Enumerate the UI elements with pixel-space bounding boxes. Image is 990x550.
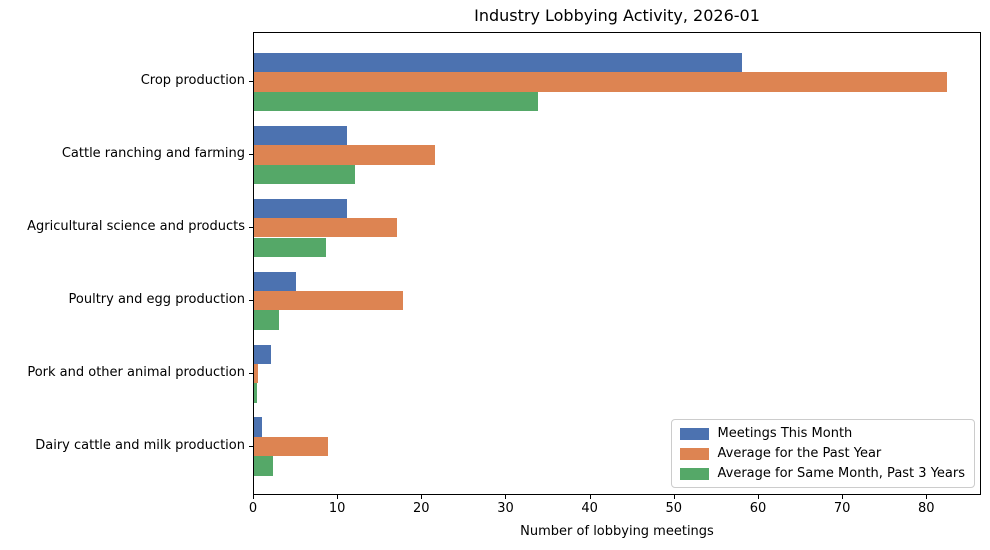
legend: Meetings This Month Average for the Past… [670, 419, 975, 488]
bar [254, 310, 280, 330]
x-tick-mark [337, 495, 339, 499]
x-tick-mark [253, 495, 254, 499]
bar [254, 164, 355, 184]
legend-swatch-meetings-this-month [679, 427, 709, 440]
bar [254, 436, 329, 457]
bar [254, 91, 539, 112]
bar [254, 198, 347, 219]
bar [254, 145, 435, 165]
bar [254, 271, 297, 291]
x-tick-label: 50 [665, 501, 683, 516]
legend-item: Meetings This Month [679, 426, 965, 441]
x-tick-label: 40 [581, 501, 598, 516]
y-tick-label: Cattle ranching and farming [61, 145, 245, 161]
y-tick-mark [249, 226, 253, 228]
bar [254, 218, 398, 238]
y-tick-label: Pork and other animal production [27, 364, 245, 380]
y-tick-label: Dairy cattle and milk production [35, 437, 245, 453]
x-axis-label: Number of lobbying meetings [520, 524, 714, 539]
legend-swatch-average-past-year [679, 447, 709, 460]
x-tick-mark [673, 495, 675, 499]
bar [254, 417, 263, 437]
chart-title: Industry Lobbying Activity, 2026-01 [474, 6, 760, 25]
x-tick-label: 60 [749, 501, 767, 516]
x-tick-mark [926, 495, 928, 499]
x-tick-label: 70 [833, 501, 851, 516]
x-tick-label: 30 [497, 501, 514, 516]
bar [254, 125, 347, 146]
legend-swatch-average-same-month-3yr [679, 467, 709, 480]
x-tick-mark [589, 495, 591, 499]
x-tick-mark [842, 495, 844, 499]
x-tick-label: 0 [248, 501, 258, 516]
x-tick-mark [421, 495, 423, 499]
y-tick-label: Agricultural science and products [27, 218, 245, 234]
legend-item: Average for Same Month, Past 3 Years [679, 466, 965, 481]
legend-label: Meetings This Month [717, 426, 853, 441]
bar [254, 72, 948, 92]
bar [254, 456, 274, 476]
x-tick-mark [757, 495, 759, 499]
x-tick-label: 20 [413, 501, 430, 516]
x-tick-label: 10 [328, 501, 346, 516]
bar [254, 344, 271, 364]
y-tick-mark [249, 299, 253, 301]
plot-area: Meetings This Month Average for the Past… [253, 32, 981, 495]
bar [254, 237, 327, 257]
y-tick-mark [249, 445, 253, 447]
legend-label: Average for Same Month, Past 3 Years [717, 466, 965, 481]
bar [254, 291, 403, 311]
legend-label: Average for the Past Year [717, 446, 882, 461]
bar [254, 383, 257, 403]
bar [254, 52, 743, 73]
y-tick-mark [249, 372, 253, 374]
x-tick-label: 80 [918, 501, 935, 516]
legend-item: Average for the Past Year [679, 446, 965, 461]
bar [254, 363, 259, 384]
y-tick-label: Crop production [140, 73, 245, 88]
y-tick-mark [249, 153, 253, 155]
y-tick-label: Poultry and egg production [68, 291, 245, 307]
y-tick-mark [249, 81, 253, 82]
x-tick-mark [505, 495, 507, 499]
